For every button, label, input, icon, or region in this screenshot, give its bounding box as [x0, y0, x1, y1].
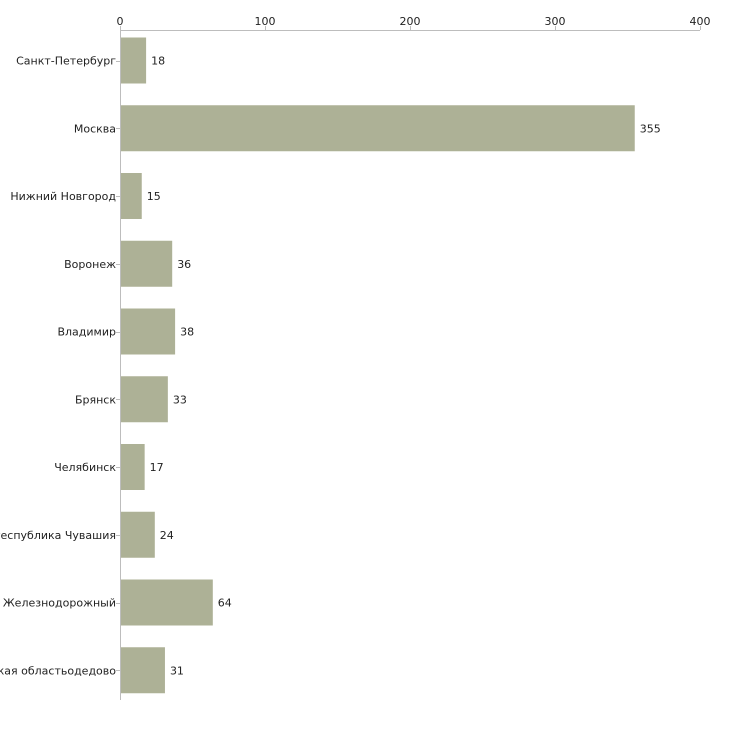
bar[interactable] — [121, 37, 147, 84]
x-tick-label: 200 — [400, 15, 421, 28]
value-label: 355 — [640, 122, 661, 135]
value-label: 18 — [151, 55, 165, 68]
category-label: Московская областьодедово — [0, 664, 116, 677]
value-label: 17 — [150, 461, 164, 474]
bar[interactable] — [121, 240, 173, 287]
x-tick-label: 100 — [255, 15, 276, 28]
bar[interactable] — [121, 308, 176, 355]
category-label: Владимир — [57, 326, 116, 339]
category-label: Нижний Новгород — [10, 190, 116, 203]
x-tick-label: 400 — [690, 15, 711, 28]
value-label: 31 — [170, 664, 184, 677]
bar[interactable] — [121, 444, 145, 490]
y-axis: Санкт-Петербург Москва Нижний Новгород Воро… — [0, 30, 121, 700]
bars: 18 355 15 36 38 33 17 24 64 31 — [121, 37, 661, 694]
category-label: Брянск — [75, 393, 116, 406]
x-axis: 0 100 200 300 400 — [117, 15, 711, 31]
category-label: Челябинск — [54, 461, 116, 474]
category-label: Воронеж — [64, 258, 116, 271]
value-label: 15 — [147, 190, 161, 203]
bar[interactable] — [121, 647, 165, 694]
category-label: Москва — [74, 122, 116, 135]
value-label: 38 — [180, 326, 194, 339]
bar[interactable] — [121, 376, 168, 423]
category-label: Московская область Железнодорожный — [0, 597, 116, 610]
bar[interactable] — [121, 105, 635, 152]
value-label: 24 — [160, 529, 174, 542]
bar[interactable] — [121, 511, 155, 558]
x-tick-label: 300 — [545, 15, 566, 28]
value-label: 64 — [218, 597, 232, 610]
value-label: 36 — [177, 258, 191, 271]
x-tick-label: 0 — [117, 15, 124, 28]
category-label: Республика Чувашия — [0, 529, 116, 542]
bar[interactable] — [121, 579, 213, 626]
category-label: Санкт-Петербург — [16, 55, 116, 68]
bar[interactable] — [121, 173, 142, 219]
value-label: 33 — [173, 393, 187, 406]
